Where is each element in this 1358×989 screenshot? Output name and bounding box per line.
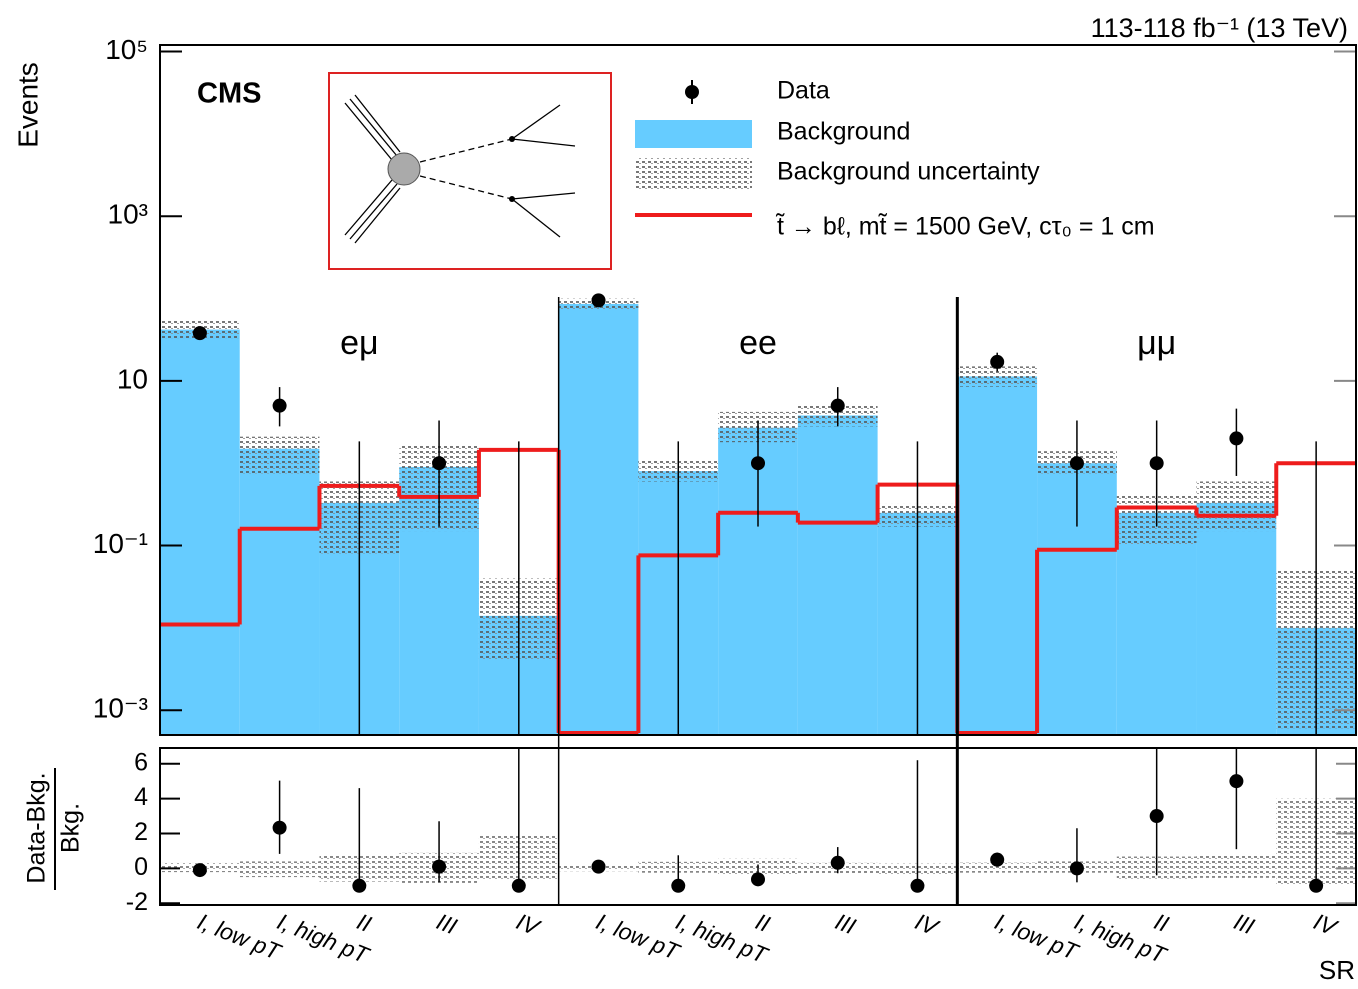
- legend-label: t̃ → bℓ, mt̃ = 1500 GeV, cτ₀ = 1 cm: [775, 213, 1154, 241]
- main-frame: [159, 44, 1357, 736]
- main-plot: [160, 293, 1356, 735]
- x-tick-label: III: [433, 908, 461, 940]
- background-bar: [239, 448, 320, 735]
- ratio-point: [1309, 878, 1324, 893]
- ratio-point: [192, 863, 207, 878]
- ratio-point: [990, 852, 1005, 867]
- x-tick-label: III: [832, 908, 860, 940]
- legend-label: Background uncertainty: [777, 158, 1040, 186]
- ratio-title-numerator: Data-Bkg.: [23, 772, 51, 883]
- data-point: [990, 354, 1005, 369]
- ratio-point: [830, 855, 845, 870]
- background-bar: [558, 303, 639, 735]
- x-tick-label: III: [1230, 908, 1258, 940]
- data-point: [1229, 431, 1244, 446]
- x-tick-label: IV: [911, 908, 943, 941]
- legend-data-marker: [685, 85, 699, 99]
- ratio-point: [1069, 861, 1084, 876]
- legend-uncertainty: [635, 158, 752, 190]
- y-tick-label: 10⁻³: [93, 693, 148, 724]
- x-tick-label: IV: [1310, 908, 1342, 941]
- x-tick-label: I, low pT: [991, 908, 1083, 965]
- data-point: [192, 326, 207, 341]
- ratio-point: [352, 878, 367, 893]
- ratio-tick-label: 2: [134, 818, 148, 846]
- ratio-frame: [159, 747, 1357, 906]
- experiment: CMS: [197, 78, 261, 110]
- x-tick-label: II: [752, 908, 774, 937]
- ratio-uncertainty-band: [239, 861, 320, 878]
- header: 113-118 fb⁻¹ (13 TeV): [1091, 13, 1348, 43]
- y-tick-label: 10⁵: [105, 34, 148, 65]
- channel-label: eμ: [340, 324, 379, 362]
- ratio-point: [910, 878, 925, 893]
- y-tick-label: 10⁻¹: [93, 528, 148, 559]
- ratio-point: [272, 820, 287, 835]
- vertex: [509, 136, 515, 142]
- background-bar: [1196, 502, 1277, 735]
- inset-frame: [328, 72, 612, 270]
- data-point: [1149, 456, 1164, 471]
- x-tick-label: II: [353, 908, 375, 937]
- ratio-tick-label: 0: [134, 853, 148, 881]
- ratio-tick-label: -2: [126, 888, 148, 916]
- data-point: [432, 456, 447, 471]
- uncertainty-band: [1196, 481, 1277, 532]
- ratio-point: [591, 859, 606, 874]
- uncertainty-band: [239, 436, 320, 474]
- y-tick-label: 10: [117, 363, 148, 394]
- channel-label: μμ: [1137, 324, 1176, 362]
- data-point: [751, 456, 765, 471]
- data-point: [272, 398, 287, 413]
- background-bar: [1116, 512, 1197, 735]
- legend-label: Data: [777, 77, 830, 105]
- x-tick-label: I, low pT: [194, 908, 286, 965]
- x-tick-label: I, low pT: [593, 908, 685, 965]
- ratio-tick-label: 4: [134, 783, 148, 811]
- ratio-plot: [160, 748, 1356, 893]
- ratio-point: [432, 859, 447, 874]
- inset-diagram: [328, 72, 612, 270]
- background-bar: [957, 376, 1038, 735]
- data-point: [1069, 456, 1084, 471]
- y-tick-label: 10³: [108, 199, 148, 230]
- ratio-uncertainty-band: [1196, 854, 1277, 878]
- ratio-uncertainty-band: [957, 862, 1038, 873]
- uncertainty-band: [957, 366, 1038, 387]
- ratio-title-denominator: Bkg.: [57, 803, 85, 853]
- legend-label: Background: [777, 118, 910, 146]
- ratio-point: [751, 872, 765, 887]
- vertex: [509, 196, 515, 202]
- vertex-blob: [387, 152, 421, 186]
- x-tick-label: IV: [513, 908, 545, 941]
- diagram-lines: [344, 94, 576, 244]
- x-axis-title: SR: [1319, 955, 1355, 985]
- data-point: [830, 398, 845, 413]
- y-axis-title: Events: [12, 62, 43, 148]
- channel-label: ee: [739, 324, 777, 362]
- ratio-point: [1229, 774, 1244, 789]
- x-tick-label: II: [1151, 908, 1173, 937]
- ratio-tick-label: 6: [134, 748, 148, 776]
- ratio-point: [1149, 809, 1164, 824]
- ratio-point: [511, 878, 526, 893]
- data-point: [591, 293, 606, 308]
- background-bar: [160, 329, 240, 735]
- background-bar: [797, 415, 878, 735]
- ratio-point: [671, 878, 686, 893]
- legend-background: [635, 120, 752, 148]
